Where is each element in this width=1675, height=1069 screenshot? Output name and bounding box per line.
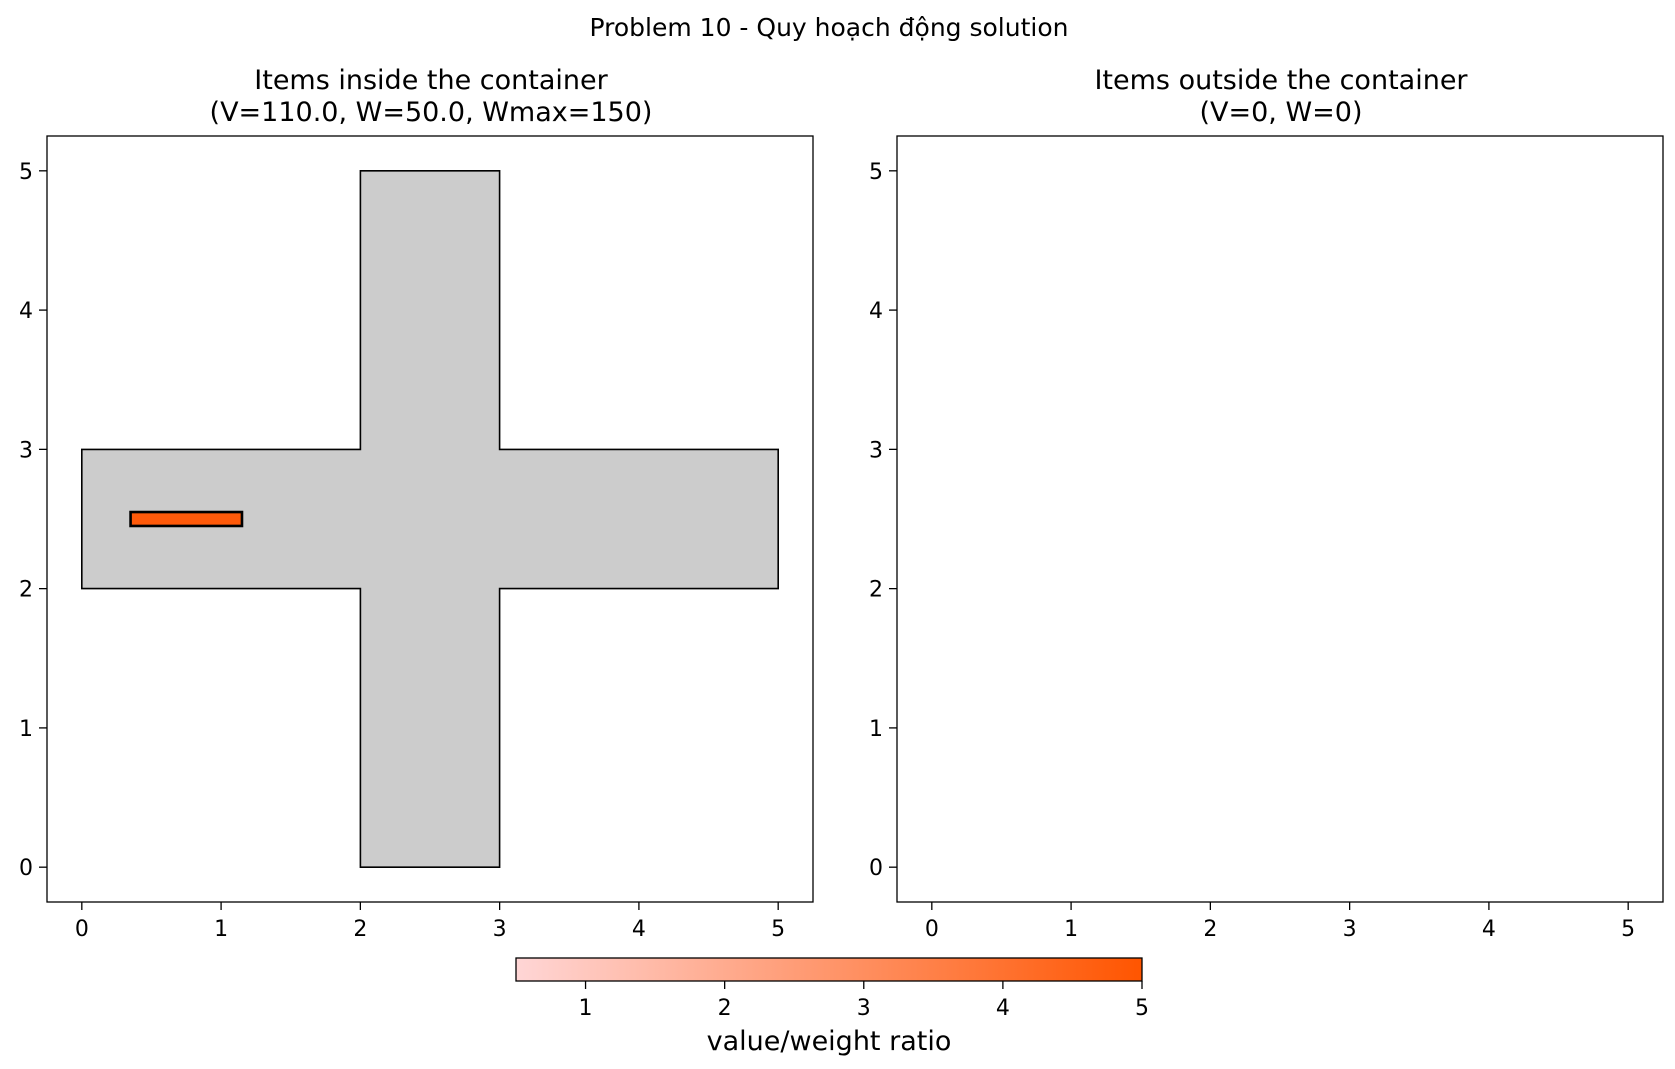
right-ytick-label-1: 1 (869, 717, 883, 742)
colorbar: 1 2 3 4 5 value/weight ratio (515, 957, 1149, 1057)
right-xtick-label-0: 0 (925, 917, 939, 942)
colorbar-gradient (515, 957, 1143, 982)
colorbar-tick-label-3: 4 (996, 996, 1010, 1021)
figure-suptitle: Problem 10 - Quy hoạch động solution (590, 13, 1069, 42)
left-ytick-label-2: 2 (19, 578, 33, 603)
left-xtick-label-3: 3 (493, 917, 507, 942)
left-xtick-label-1: 1 (214, 917, 228, 942)
left-xtick-label-0: 0 (75, 917, 89, 942)
left-xtick-label-5: 5 (771, 917, 785, 942)
left-container-polygon (81, 170, 780, 869)
left-axes-frame (46, 135, 814, 903)
right-xtick-label-3: 3 (1343, 917, 1357, 942)
right-ytick-label-3: 3 (869, 438, 883, 463)
right-ytick-label-5: 5 (869, 160, 883, 185)
left-panel-title: Items inside the container (254, 65, 608, 96)
right-panel-title: Items outside the container (1094, 65, 1468, 96)
left-plot-area: 0 1 2 3 4 5 0 1 2 3 4 5 (19, 135, 814, 942)
left-ytick-label-4: 4 (19, 299, 33, 324)
right-xtick-label-2: 2 (1203, 917, 1217, 942)
colorbar-label: value/weight ratio (707, 1026, 952, 1057)
colorbar-tick-label-2: 3 (857, 996, 871, 1021)
left-panel-subtitle: (V=110.0, W=50.0, Wmax=150) (210, 97, 653, 128)
left-panel: Items inside the container (V=110.0, W=5… (19, 65, 814, 942)
right-panel-subtitle: (V=0, W=0) (1199, 97, 1362, 128)
right-xtick-label-5: 5 (1621, 917, 1635, 942)
left-ytick-label-1: 1 (19, 717, 33, 742)
left-ytick-label-5: 5 (19, 160, 33, 185)
right-ytick-label-2: 2 (869, 578, 883, 603)
right-ytick-label-4: 4 (869, 299, 883, 324)
right-plot-area: 0 1 2 3 4 5 0 1 2 3 4 5 (869, 135, 1664, 942)
right-ytick-label-0: 0 (869, 856, 883, 881)
left-item-0 (129, 510, 244, 528)
colorbar-ticks: 1 2 3 4 5 (579, 981, 1149, 1021)
right-xtick-label-1: 1 (1064, 917, 1078, 942)
right-panel: Items outside the container (V=0, W=0) 0… (869, 65, 1664, 942)
right-xtick-label-4: 4 (1482, 917, 1496, 942)
left-xtick-label-4: 4 (632, 917, 646, 942)
colorbar-tick-label-1: 2 (718, 996, 732, 1021)
right-axes-frame (896, 135, 1664, 903)
left-ytick-label-0: 0 (19, 856, 33, 881)
left-ytick-label-3: 3 (19, 438, 33, 463)
colorbar-tick-label-4: 5 (1135, 996, 1149, 1021)
left-xtick-label-2: 2 (353, 917, 367, 942)
colorbar-tick-label-0: 1 (579, 996, 593, 1021)
